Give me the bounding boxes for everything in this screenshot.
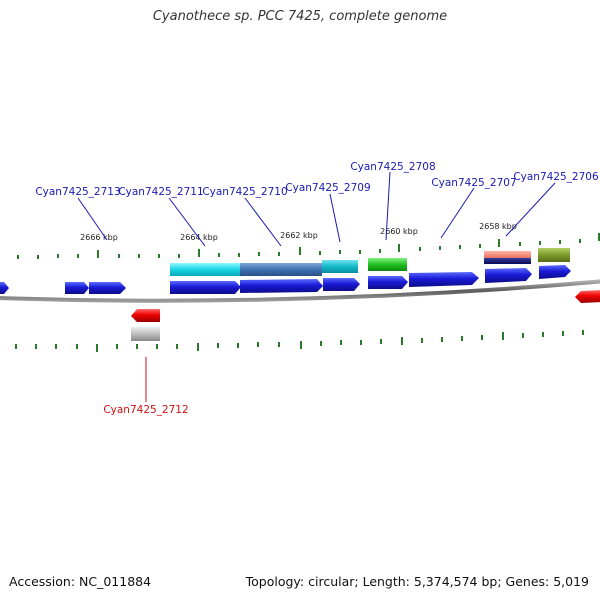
feature-bar[interactable] (484, 258, 531, 264)
gene-arrow[interactable] (368, 276, 408, 289)
gene-arrow[interactable] (575, 290, 600, 303)
genome-summary-text: Topology: circular; Length: 5,374,574 bp… (245, 574, 589, 589)
gene-arrow[interactable] (409, 272, 479, 287)
gene-arrow[interactable] (0, 282, 9, 294)
feature-bar[interactable] (170, 263, 240, 276)
gene-arrow[interactable] (65, 282, 89, 294)
feature-bar[interactable] (368, 258, 407, 271)
genome-backbone (0, 279, 600, 303)
gene-label[interactable]: Cyan7425_2706 (513, 171, 599, 183)
gene-arrow[interactable] (170, 281, 241, 294)
ruler-label: 2658 kbp (479, 222, 517, 231)
feature-bar[interactable] (538, 248, 570, 262)
forward-ruler-ticks (17, 233, 600, 259)
gene-label[interactable]: Cyan7425_2710 (202, 186, 287, 198)
gene-label[interactable]: Cyan7425_2709 (285, 182, 370, 194)
gene-arrow[interactable] (323, 278, 360, 291)
gene-label[interactable]: Cyan7425_2711 (118, 186, 203, 198)
reverse-genes (131, 290, 600, 322)
genome-title: Cyanothece sp. PCC 7425, complete genome (152, 9, 448, 24)
ruler-label: 2660 kbp (380, 227, 418, 236)
gene-label[interactable]: Cyan7425_2708 (350, 161, 435, 173)
accession-text: Accession: NC_011884 (9, 574, 152, 589)
gene-label[interactable]: Cyan7425_2713 (35, 186, 120, 198)
gene-arrow[interactable] (131, 309, 160, 322)
feature-bar[interactable] (131, 327, 160, 341)
feature-bar[interactable] (322, 260, 358, 273)
label-leaders (77, 171, 556, 402)
gene-label[interactable]: Cyan7425_2707 (431, 177, 516, 189)
feature-bar[interactable] (240, 263, 322, 276)
reverse-ruler-ticks (15, 330, 584, 352)
feature-bar[interactable] (484, 251, 531, 258)
gene-arrow[interactable] (539, 265, 571, 279)
gene-label[interactable]: Cyan7425_2712 (103, 404, 188, 416)
ruler-label: 2666 kbp (80, 233, 118, 242)
forward-genes (0, 265, 571, 294)
gene-arrow[interactable] (485, 268, 532, 283)
ruler-label: 2662 kbp (280, 231, 318, 240)
gene-arrow[interactable] (240, 279, 323, 293)
gene-arrow[interactable] (89, 282, 126, 294)
